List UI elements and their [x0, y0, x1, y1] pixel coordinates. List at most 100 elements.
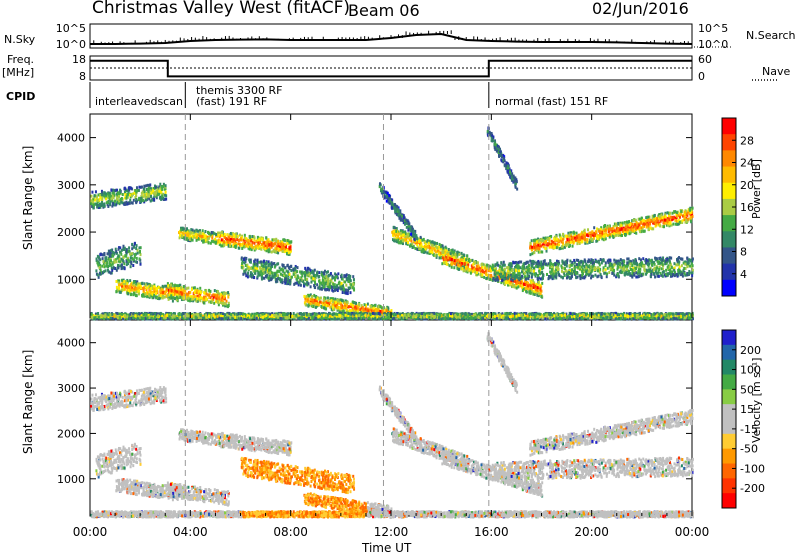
- power-cell: [261, 238, 263, 241]
- velocity-cell: [124, 466, 126, 469]
- power-cell: [159, 197, 161, 200]
- power-cell: [350, 291, 352, 294]
- velocity-cell: [102, 454, 104, 457]
- velocity-cell: [170, 493, 172, 496]
- velocity-cell: [316, 470, 318, 473]
- power-cell: [243, 258, 245, 261]
- power-cell: [90, 202, 92, 205]
- velocity-cell: [228, 437, 230, 440]
- power-cell: [194, 230, 196, 233]
- velocity-cell: [280, 443, 282, 446]
- power-cell: [323, 282, 325, 285]
- velocity-cell: [229, 443, 231, 446]
- velocity-cell: [276, 478, 278, 481]
- power-cell: [283, 246, 285, 249]
- power-cell: [142, 190, 144, 193]
- power-cell: [97, 273, 99, 276]
- power-cell: [191, 288, 193, 291]
- velocity-cell: [102, 458, 104, 461]
- velocity-cell: [288, 447, 290, 450]
- velocity-cell: [266, 441, 268, 444]
- velocity-cell: [331, 485, 333, 488]
- power-cell: [141, 186, 143, 189]
- velocity-cell: [179, 435, 181, 438]
- power-cell: [257, 264, 259, 267]
- velocity-cell: [277, 448, 279, 451]
- power-cell: [109, 255, 111, 258]
- power-cell: [328, 274, 330, 277]
- velocity-cell: [249, 437, 251, 440]
- power-cell: [287, 239, 289, 242]
- power-cell: [344, 280, 346, 283]
- velocity-cell: [196, 496, 198, 499]
- power-cell: [300, 279, 302, 282]
- velocity-cell: [205, 488, 207, 491]
- velocity-cell: [284, 472, 286, 475]
- velocity-cell: [331, 476, 333, 479]
- velocity-cell: [287, 440, 289, 443]
- power-cell: [121, 197, 123, 200]
- power-cell: [105, 197, 107, 200]
- power-cell: [93, 206, 95, 209]
- nave-tick-right-bottom: 0: [698, 70, 705, 83]
- power-cell: [130, 187, 132, 190]
- power-cell: [241, 262, 243, 265]
- power-cell: [251, 235, 253, 238]
- velocity-cell: [306, 477, 308, 480]
- power-cell: [263, 260, 265, 263]
- power-cell: [263, 241, 265, 244]
- power-cell: [219, 241, 221, 244]
- power-cell: [274, 242, 276, 245]
- power-cell: [287, 270, 289, 273]
- velocity-cell: [207, 492, 209, 495]
- velocity-cell: [247, 467, 249, 470]
- velocity-cell: [117, 449, 119, 452]
- power-cell: [141, 282, 143, 285]
- power-cell: [203, 296, 205, 299]
- power-cell: [113, 267, 115, 270]
- velocity-cell: [110, 471, 112, 474]
- power-cell: [124, 288, 126, 291]
- velocity-cell: [123, 480, 125, 483]
- velocity-cell: [323, 481, 325, 484]
- power-cell: [284, 243, 286, 246]
- velocity-cell: [141, 389, 143, 392]
- power-cell: [229, 242, 231, 245]
- power-cell: [224, 233, 226, 236]
- velocity-cell: [322, 478, 324, 481]
- power-cell: [102, 253, 104, 256]
- velocity-cell: [100, 454, 102, 457]
- power-cell: [128, 187, 130, 190]
- velocity-cell: [107, 403, 109, 406]
- velocity-cell: [130, 492, 132, 495]
- power-cell: [154, 288, 156, 291]
- velocity-cell: [200, 495, 202, 498]
- power-cell: [327, 281, 329, 284]
- power-cell: [287, 264, 289, 267]
- velocity-cell: [107, 407, 109, 410]
- power-cell: [178, 291, 180, 294]
- power-cell: [187, 287, 189, 290]
- velocity-cell: [269, 450, 271, 453]
- velocity-cell: [343, 474, 345, 477]
- power-cell: [147, 184, 149, 187]
- velocity-cell: [143, 486, 145, 489]
- velocity-cell: [130, 465, 132, 468]
- velocity-cell: [202, 434, 204, 437]
- velocity-cell: [180, 485, 182, 488]
- velocity-cell: [136, 394, 138, 397]
- power-cell: [199, 299, 201, 302]
- power-cell: [223, 240, 225, 243]
- power-cell: [133, 281, 135, 284]
- velocity-cell: [94, 401, 96, 404]
- power-cell: [290, 269, 292, 272]
- power-cell: [352, 283, 354, 286]
- velocity-cell: [253, 476, 255, 479]
- velocity-cell: [352, 482, 354, 485]
- velocity-cell: [280, 449, 282, 452]
- power-cell: [336, 285, 338, 288]
- power-cell: [331, 289, 333, 292]
- power-cell: [113, 192, 115, 195]
- velocity-cell: [151, 401, 153, 404]
- power-cell: [242, 242, 244, 245]
